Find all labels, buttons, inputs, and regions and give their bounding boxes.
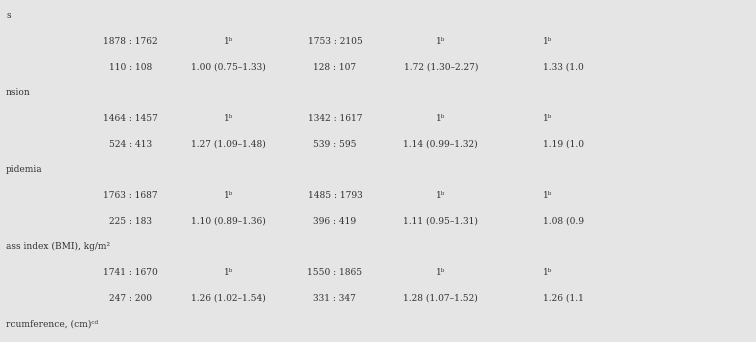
Text: 1.27 (1.09–1.48): 1.27 (1.09–1.48) bbox=[191, 140, 265, 148]
Text: 1550 : 1865: 1550 : 1865 bbox=[308, 268, 362, 277]
Text: 396 : 419: 396 : 419 bbox=[313, 217, 357, 226]
Text: s: s bbox=[6, 11, 11, 20]
Text: 1.08 (0.9: 1.08 (0.9 bbox=[543, 217, 584, 226]
Text: 1.00 (0.75–1.33): 1.00 (0.75–1.33) bbox=[191, 63, 265, 71]
Text: 539 : 595: 539 : 595 bbox=[313, 140, 357, 148]
Text: 1878 : 1762: 1878 : 1762 bbox=[104, 37, 158, 46]
Text: 1.28 (1.07–1.52): 1.28 (1.07–1.52) bbox=[404, 294, 478, 303]
Text: 1763 : 1687: 1763 : 1687 bbox=[104, 191, 158, 200]
Text: 1ᵇ: 1ᵇ bbox=[224, 114, 233, 123]
Text: rcumference, (cm)ᶜᵈ: rcumference, (cm)ᶜᵈ bbox=[6, 319, 98, 328]
Text: 1.72 (1.30–2.27): 1.72 (1.30–2.27) bbox=[404, 63, 478, 71]
Text: 225 : 183: 225 : 183 bbox=[110, 217, 152, 226]
Text: 1ᵇ: 1ᵇ bbox=[543, 191, 552, 200]
Text: 1ᵇ: 1ᵇ bbox=[436, 268, 445, 277]
Text: 331 : 347: 331 : 347 bbox=[314, 294, 356, 303]
Text: 1.26 (1.1: 1.26 (1.1 bbox=[543, 294, 584, 303]
Text: 1741 : 1670: 1741 : 1670 bbox=[104, 268, 158, 277]
Text: 247 : 200: 247 : 200 bbox=[110, 294, 152, 303]
Text: 1ᵇ: 1ᵇ bbox=[543, 268, 552, 277]
Text: pidemia: pidemia bbox=[6, 165, 42, 174]
Text: 1ᵇ: 1ᵇ bbox=[436, 114, 445, 123]
Text: 1.33 (1.0: 1.33 (1.0 bbox=[543, 63, 584, 71]
Text: 1ᵇ: 1ᵇ bbox=[543, 37, 552, 46]
Text: 128 : 107: 128 : 107 bbox=[313, 63, 357, 71]
Text: 1ᵇ: 1ᵇ bbox=[543, 114, 552, 123]
Text: 1342 : 1617: 1342 : 1617 bbox=[308, 114, 362, 123]
Text: nsion: nsion bbox=[6, 88, 31, 97]
Text: 1.11 (0.95–1.31): 1.11 (0.95–1.31) bbox=[403, 217, 479, 226]
Text: 524 : 413: 524 : 413 bbox=[109, 140, 153, 148]
Text: 110 : 108: 110 : 108 bbox=[109, 63, 153, 71]
Text: 1ᵇ: 1ᵇ bbox=[436, 37, 445, 46]
Text: 1ᵇ: 1ᵇ bbox=[224, 191, 233, 200]
Text: 1ᵇ: 1ᵇ bbox=[224, 37, 233, 46]
Text: ass index (BMI), kg/m²: ass index (BMI), kg/m² bbox=[6, 242, 110, 251]
Text: 1.10 (0.89–1.36): 1.10 (0.89–1.36) bbox=[191, 217, 265, 226]
Text: 1.14 (0.99–1.32): 1.14 (0.99–1.32) bbox=[404, 140, 478, 148]
Text: 1753 : 2105: 1753 : 2105 bbox=[308, 37, 362, 46]
Text: 1ᵇ: 1ᵇ bbox=[436, 191, 445, 200]
Text: 1.19 (1.0: 1.19 (1.0 bbox=[543, 140, 584, 148]
Text: 1485 : 1793: 1485 : 1793 bbox=[308, 191, 362, 200]
Text: 1ᵇ: 1ᵇ bbox=[224, 268, 233, 277]
Text: 1464 : 1457: 1464 : 1457 bbox=[104, 114, 158, 123]
Text: 1.26 (1.02–1.54): 1.26 (1.02–1.54) bbox=[191, 294, 265, 303]
